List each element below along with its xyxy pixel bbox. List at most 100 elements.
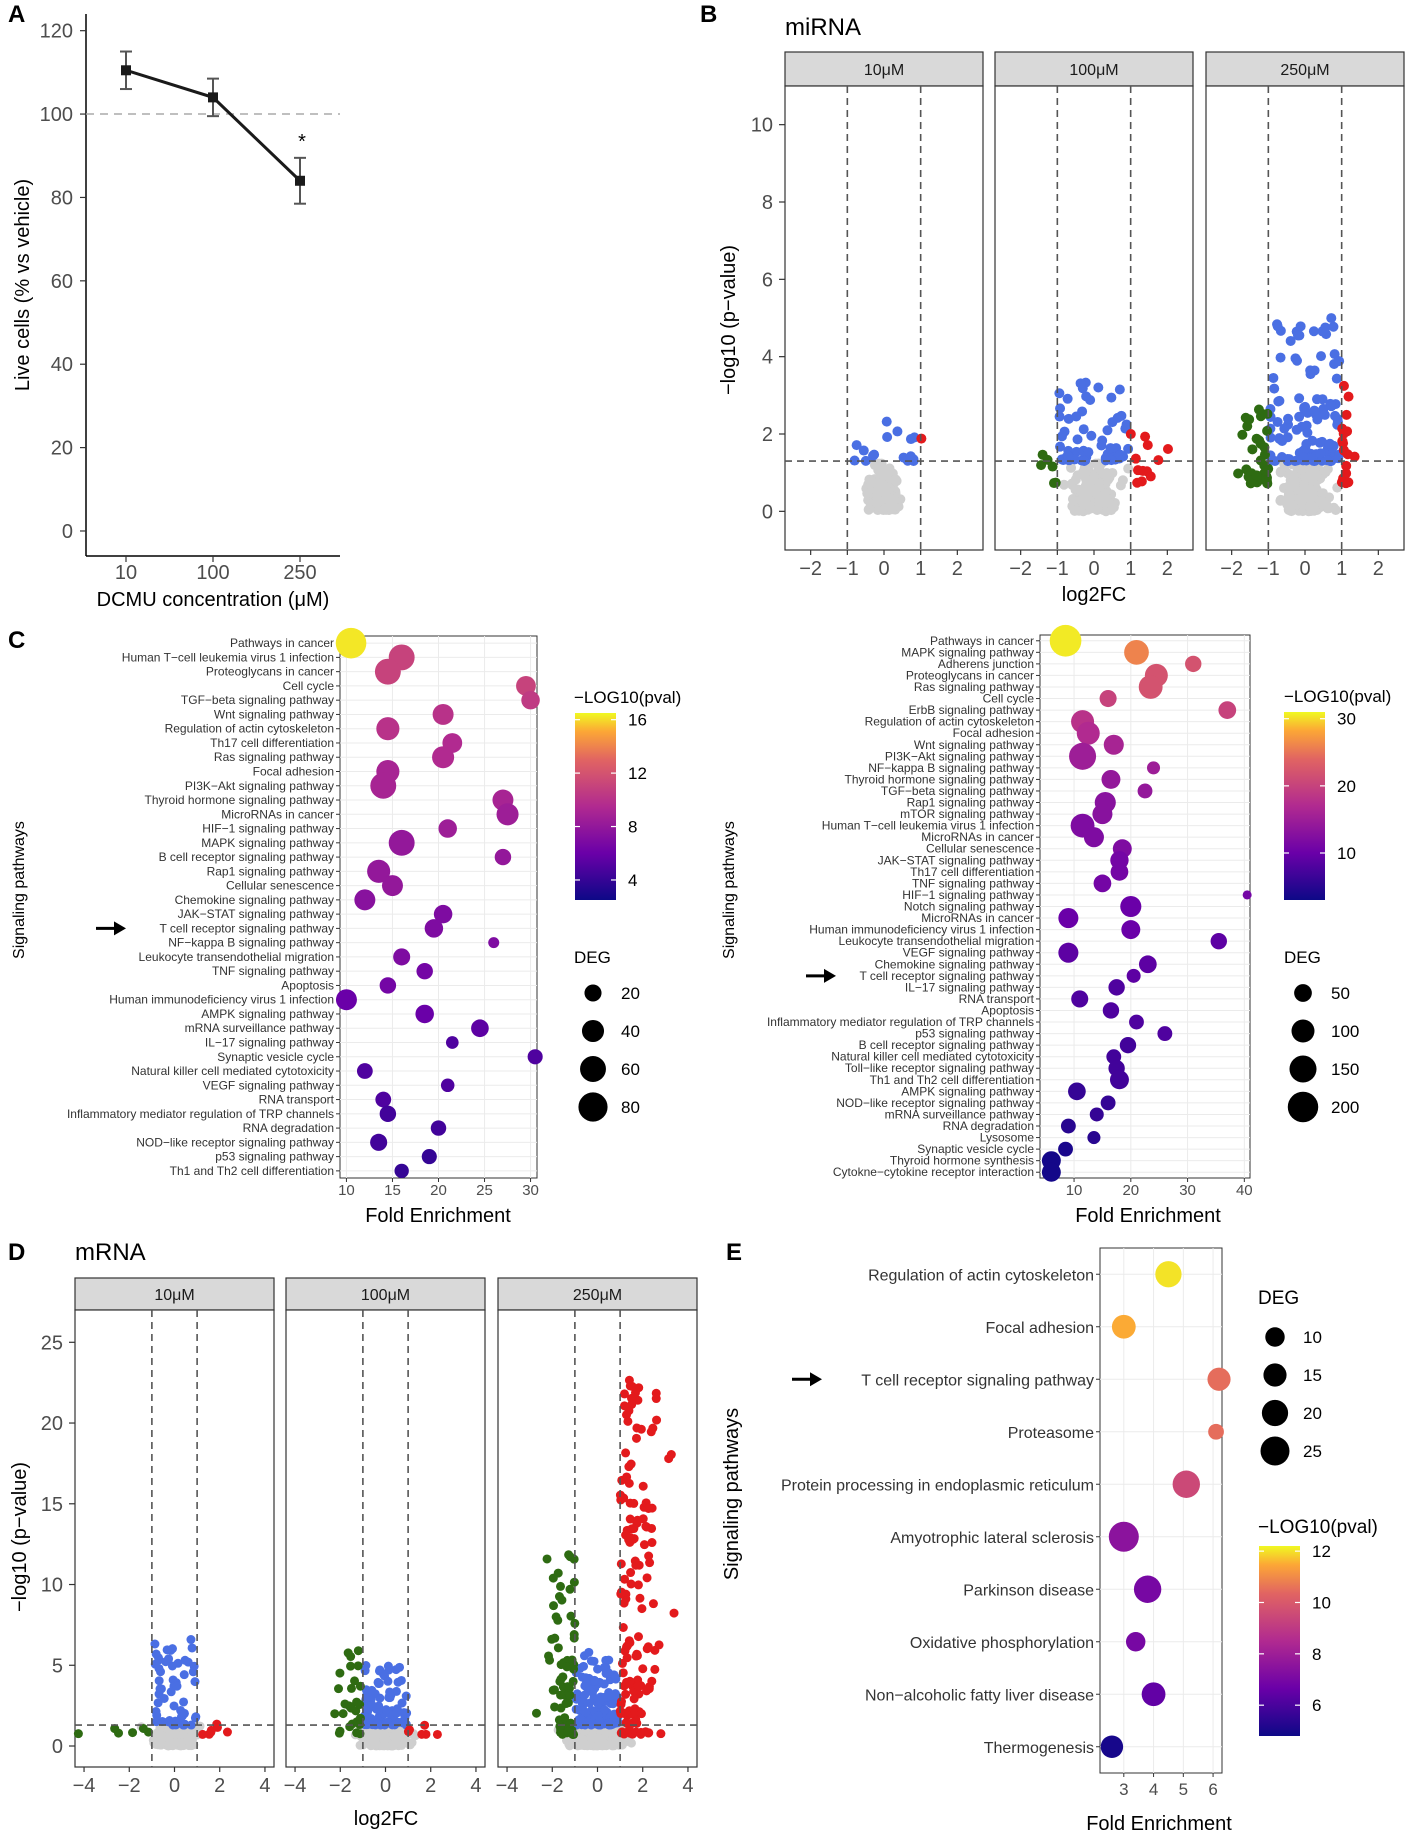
b-up-point (1142, 440, 1153, 451)
cl-bubble (415, 1004, 434, 1024)
d-sig-point (173, 1658, 183, 1668)
cr-bubble (1083, 827, 1104, 848)
d-sig-point (372, 1704, 382, 1714)
cr-xtick: 20 (1122, 1182, 1139, 1199)
e-bubble (1108, 1521, 1139, 1552)
d-sig-point (152, 1710, 162, 1720)
b-sig-point (1299, 402, 1310, 413)
cl-bubble (488, 937, 500, 949)
a-xtick: 100 (196, 562, 229, 584)
d-facet-panel (74, 1309, 275, 1768)
b-ns-point (1296, 496, 1307, 507)
e-color-legend-tick: 8 (1312, 1645, 1321, 1664)
d-ns-point (171, 1730, 181, 1740)
b-ns-point (1117, 475, 1128, 486)
b-ns-point (881, 491, 892, 502)
b-ns-point (890, 474, 901, 485)
cl-xtick: 30 (522, 1182, 539, 1199)
d-sig-point (169, 1701, 179, 1711)
a-data-point (208, 92, 218, 103)
cl-pathway-label: PI3K−Akt signaling pathway (185, 779, 334, 793)
cr-bubble (1146, 761, 1161, 775)
cl-xtick: 15 (384, 1182, 401, 1199)
b-down-point (1037, 449, 1048, 460)
d-sig-point (600, 1705, 610, 1715)
b-sig-point (1273, 396, 1284, 407)
b-sig-point (1292, 355, 1303, 366)
b-ns-point (869, 460, 880, 471)
cr-pathway-label: ErbB signaling pathway (909, 703, 1034, 717)
b-xtick: 1 (1125, 558, 1136, 580)
cl-pathway-label: RNA degradation (243, 1121, 334, 1135)
e-xtick: 5 (1179, 1780, 1188, 1799)
cr-bubble (1210, 932, 1227, 950)
cr-bubble (1185, 655, 1202, 673)
cl-bubble (445, 1036, 459, 1049)
cr-pathway-label: VEGF signaling pathway (903, 946, 1034, 960)
mirna-title: miRNA (785, 14, 861, 41)
a-y-ticks: 0 20 40 60 80 100 120 (40, 21, 86, 543)
cr-pathway-label: Cellular senescence (926, 842, 1034, 856)
b-up-point (1337, 436, 1348, 447)
panel-letter-d: D (8, 1239, 25, 1266)
b-ns-point (1275, 494, 1286, 505)
cr-bubble (1138, 955, 1157, 974)
e-pathway-label: T cell receptor signaling pathway (861, 1372, 1094, 1389)
b-facet-10uM: 10μM −2 −1 0 1 2 (784, 51, 984, 580)
b-xtick: −1 (1257, 558, 1280, 580)
a-y-axis-title: Live cells (% vs vehicle) (12, 179, 34, 391)
d-facet-strip (285, 1277, 486, 1311)
a-series (120, 50, 306, 205)
d-down-point (334, 1684, 344, 1694)
b-up-point (1341, 460, 1352, 471)
a-ytick: 60 (51, 271, 73, 293)
panel-letter-c: C (8, 627, 25, 654)
panel-c-left-bubble: 10 15 20 25 30 Fold Enrichment Signaling… (11, 627, 681, 1227)
cl-size-legend-dot (578, 1092, 608, 1122)
a-ytick: 100 (40, 104, 73, 126)
cl-xtick: 25 (476, 1182, 493, 1199)
b-sig-point (1330, 410, 1341, 421)
cr-size-legend-dot (1289, 1055, 1317, 1083)
cl-pathway-label: RNA transport (259, 1093, 335, 1107)
b-down-point (1261, 465, 1272, 476)
cr-size-legend-tick: 100 (1331, 1022, 1359, 1041)
cl-bubble (354, 889, 376, 911)
b-ns-point (1085, 503, 1096, 514)
d-up-point (629, 1524, 639, 1534)
b-ns-point (1317, 488, 1328, 499)
cr-bubble (1121, 920, 1141, 940)
cr-bubble (1101, 769, 1121, 789)
d-sig-point (179, 1670, 189, 1680)
b-down-point (1049, 478, 1060, 489)
d-facet-10uM: 10μM −4 −2 0 2 4 (73, 1277, 275, 1797)
d-down-point (353, 1646, 363, 1656)
d-up-point (638, 1481, 648, 1491)
b-ns-point (1305, 499, 1316, 510)
b-sig-point (1093, 382, 1104, 393)
b-sig-point (1078, 424, 1089, 435)
d-facet-label: 250μM (573, 1287, 622, 1304)
d-up-point (624, 1478, 634, 1488)
d-up-point (631, 1560, 641, 1570)
d-up-point (619, 1598, 629, 1608)
cl-bubble (494, 848, 512, 866)
d-ytick: 5 (52, 1655, 63, 1677)
e-xtick: 4 (1149, 1780, 1158, 1799)
e-size-legend-title: DEG (1258, 1288, 1299, 1309)
b-xtick: 0 (878, 558, 889, 580)
d-sig-point (396, 1675, 406, 1685)
d-up-point (636, 1729, 646, 1739)
b-ns-point (1322, 503, 1333, 514)
b-sig-point (1305, 365, 1316, 376)
d-up-point (630, 1388, 640, 1398)
b-up-point (1145, 471, 1156, 482)
b-down-point (1251, 470, 1262, 481)
d-up-point (633, 1681, 643, 1691)
d-up-point (629, 1708, 639, 1718)
b-xtick: −2 (799, 558, 822, 580)
e-bubble (1133, 1575, 1162, 1603)
b-sig-point (849, 455, 860, 466)
cl-pathway-label: Natural killer cell mediated cytotoxicit… (131, 1064, 334, 1078)
d-up-point (632, 1423, 642, 1433)
